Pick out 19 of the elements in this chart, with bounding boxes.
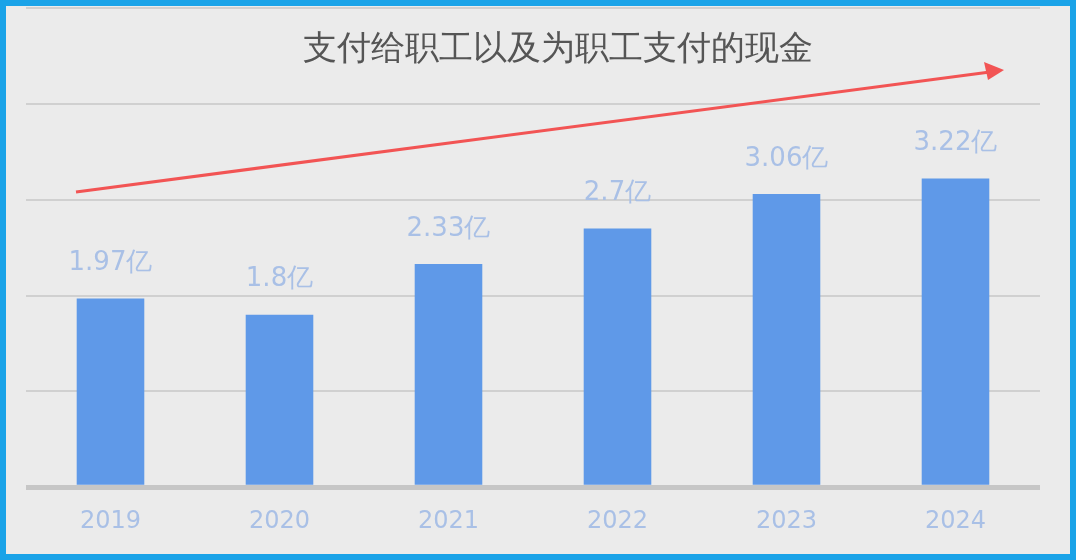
data-label: 1.97亿 [68,246,153,277]
bar [414,263,483,485]
x-tick-label: 2023 [755,505,818,534]
x-tick-label: 2024 [924,505,987,534]
x-tick-label: 2021 [417,505,480,534]
bar [921,178,990,485]
text: 支付给职工以及为职工支付的现金 [303,26,813,67]
bar [752,193,821,485]
data-label: 2.7亿 [583,176,652,207]
x-tick-label: 2019 [79,505,142,534]
bar [583,228,652,485]
bar [76,298,145,485]
bar [245,314,314,485]
data-label: 3.06亿 [744,141,829,172]
x-tick-label: 2022 [586,505,649,534]
data-label: 3.22亿 [913,126,998,157]
x-tick-label: 2020 [248,505,311,534]
data-label: 2.33亿 [406,211,491,242]
data-label: 1.8亿 [245,262,314,293]
